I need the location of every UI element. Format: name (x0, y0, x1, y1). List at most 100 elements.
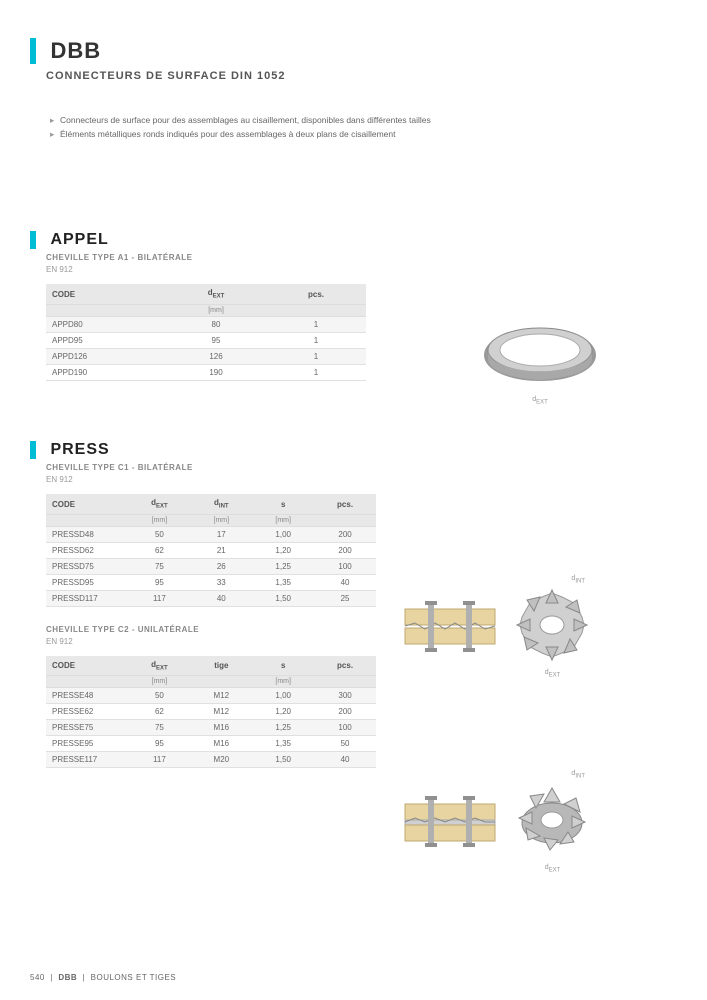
cell-pcs: 1 (266, 333, 366, 349)
cell-pcs: 300 (314, 688, 376, 704)
cell-code: PRESSE117 (46, 752, 129, 768)
cell-tige: M12 (190, 688, 252, 704)
cell-pcs: 200 (314, 542, 376, 558)
feature-item: Éléments métalliques ronds indiqués pour… (50, 128, 677, 142)
cell-s: 1,50 (252, 752, 314, 768)
cell-code: PRESSD117 (46, 590, 129, 606)
accent-bar (30, 441, 36, 459)
cell-pcs: 200 (314, 704, 376, 720)
cell-s: 1,20 (252, 542, 314, 558)
accent-bar (30, 38, 36, 64)
cell-dext: 62 (129, 704, 191, 720)
page-header: DBB CONNECTEURS DE SURFACE DIN 1052 (30, 38, 677, 82)
cell-s: 1,00 (252, 688, 314, 704)
cell-dext: 190 (166, 365, 266, 381)
col-dint: dINT (190, 494, 252, 514)
press-c1-images: dINT dEXT (400, 575, 595, 679)
press-c1-subtitle: CHEVILLE TYPE C1 - BILATÉRALE (46, 463, 677, 472)
cell-code: PRESSE75 (46, 720, 129, 736)
cell-dext: 62 (129, 542, 191, 558)
page-subtitle: CONNECTEURS DE SURFACE DIN 1052 (46, 70, 677, 82)
table-row: PRESSE6262M121,20200 (46, 704, 376, 720)
feature-list: Connecteurs de surface pour des assembla… (50, 114, 677, 141)
footer-code: DBB (58, 973, 77, 982)
table-row: PRESSE4850M121,00300 (46, 688, 376, 704)
c1-label-bottom: dEXT (545, 669, 561, 678)
c2-label-bottom: dEXT (545, 864, 561, 873)
cell-pcs: 50 (314, 736, 376, 752)
cell-code: PRESSD48 (46, 526, 129, 542)
table-row: APPD95951 (46, 333, 366, 349)
cell-pcs: 100 (314, 720, 376, 736)
footer-page: 540 (30, 973, 45, 982)
cell-dext: 80 (166, 317, 266, 333)
cell-pcs: 1 (266, 349, 366, 365)
table-row: PRESSE7575M161,25100 (46, 720, 376, 736)
cell-code: PRESSD95 (46, 574, 129, 590)
cell-s: 1,25 (252, 558, 314, 574)
cell-dint: 40 (190, 590, 252, 606)
table-row: PRESSD117117401,5025 (46, 590, 376, 606)
cell-s: 1,00 (252, 526, 314, 542)
press-c1-standard: EN 912 (46, 475, 677, 484)
cell-tige: M12 (190, 704, 252, 720)
cell-tige: M20 (190, 752, 252, 768)
cell-code: PRESSD75 (46, 558, 129, 574)
cell-s: 1,35 (252, 736, 314, 752)
cell-code: APPD95 (46, 333, 166, 349)
col-code: CODE (46, 494, 129, 514)
cell-pcs: 100 (314, 558, 376, 574)
cell-tige: M16 (190, 736, 252, 752)
col-s: s (252, 494, 314, 514)
cell-dext: 95 (166, 333, 266, 349)
table-row: PRESSD9595331,3540 (46, 574, 376, 590)
cell-pcs: 1 (266, 317, 366, 333)
page-footer: 540 | DBB | BOULONS ET TIGES (30, 973, 176, 982)
cell-pcs: 40 (314, 574, 376, 590)
footer-category: BOULONS ET TIGES (91, 973, 177, 982)
appel-subtitle: CHEVILLE TYPE A1 - BILATÉRALE (46, 253, 677, 262)
cell-s: 1,20 (252, 704, 314, 720)
cell-dint: 21 (190, 542, 252, 558)
col-pcs: pcs. (266, 284, 366, 304)
cell-dext: 117 (129, 752, 191, 768)
cell-dext: 95 (129, 736, 191, 752)
cell-dext: 95 (129, 574, 191, 590)
table-row: APPD1901901 (46, 365, 366, 381)
press-c1-table: CODE dEXT dINT s pcs. [mm][mm][mm] PRESS… (46, 494, 376, 607)
col-dext: dEXT (166, 284, 266, 304)
cell-code: APPD126 (46, 349, 166, 365)
cell-dext: 50 (129, 688, 191, 704)
table-row: PRESSE117117M201,5040 (46, 752, 376, 768)
col-dext: dEXT (129, 494, 191, 514)
cell-pcs: 1 (266, 365, 366, 381)
cell-dint: 26 (190, 558, 252, 574)
cell-dext: 126 (166, 349, 266, 365)
col-s: s (252, 656, 314, 676)
cell-code: PRESSE48 (46, 688, 129, 704)
appel-standard: EN 912 (46, 265, 677, 274)
cell-dext: 117 (129, 590, 191, 606)
cell-s: 1,50 (252, 590, 314, 606)
appel-image: dEXT (480, 320, 600, 405)
col-dext: dEXT (129, 656, 191, 676)
unit-dext: [mm] (166, 305, 266, 317)
cell-pcs: 200 (314, 526, 376, 542)
cell-code: PRESSE95 (46, 736, 129, 752)
press-c2-table: CODE dEXT tige s pcs. [mm][mm] PRESSE485… (46, 656, 376, 769)
cell-code: PRESSD62 (46, 542, 129, 558)
cell-pcs: 40 (314, 752, 376, 768)
col-code: CODE (46, 284, 166, 304)
feature-item: Connecteurs de surface pour des assembla… (50, 114, 677, 128)
press-title: PRESS (50, 441, 109, 459)
press-c2-images: dINT dEXT (400, 770, 595, 874)
accent-bar (30, 231, 36, 249)
c1-label-top: dINT (571, 575, 585, 584)
table-row: PRESSD6262211,20200 (46, 542, 376, 558)
cell-dext: 75 (129, 720, 191, 736)
cell-code: PRESSE62 (46, 704, 129, 720)
table-row: APPD80801 (46, 317, 366, 333)
cell-code: APPD80 (46, 317, 166, 333)
cell-dext: 50 (129, 526, 191, 542)
table-row: PRESSE9595M161,3550 (46, 736, 376, 752)
